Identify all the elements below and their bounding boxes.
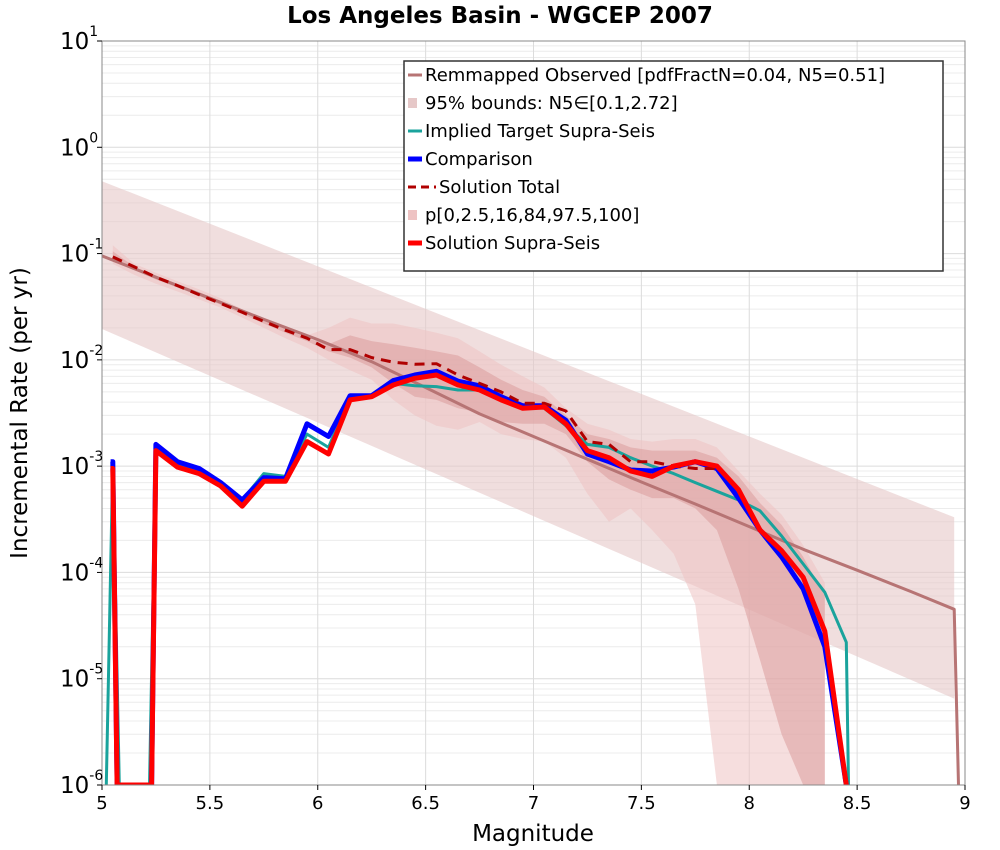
y-tick-label: 10-3 (60, 449, 103, 480)
legend-label: 95% bounds: N5∈[0.1,2.72] (425, 93, 678, 114)
x-tick-label: 6 (312, 793, 323, 814)
band-1 (112, 245, 825, 785)
x-tick-label: 6.5 (411, 793, 440, 814)
x-tick-label: 5.5 (196, 793, 225, 814)
series-line-0 (102, 254, 960, 785)
x-tick-label: 8.5 (843, 793, 872, 814)
bands-layer (102, 181, 955, 785)
legend-label: Remmapped Observed [pdfFractN=0.04, N5=0… (425, 65, 885, 86)
y-axis-label: Incremental Rate (per yr) (7, 267, 33, 559)
chart-title: Los Angeles Basin - WGCEP 2007 (287, 3, 713, 29)
y-tick-label: 10-4 (60, 555, 103, 586)
x-tick-label: 9 (959, 793, 970, 814)
legend-label: Comparison (425, 149, 533, 170)
y-axis: 101 100 10-1 10-2 10-3 10-4 10-5 10-6 (60, 24, 103, 799)
x-tick-label: 5 (96, 793, 107, 814)
legend-box (403, 60, 944, 272)
legend-label: p[0,2.5,16,84,97.5,100] (425, 205, 639, 226)
y-tick-label: 100 (60, 130, 98, 161)
legend-label: Implied Target Supra-Seis (425, 121, 655, 142)
y-tick-label: 101 (60, 24, 98, 55)
legend-swatch (408, 210, 417, 220)
legend-label: Solution Supra-Seis (425, 233, 600, 254)
legend: Remmapped Observed [pdfFractN=0.04, N5=0… (403, 60, 944, 272)
legend-swatch (408, 98, 417, 108)
x-axis-label: Magnitude (472, 821, 594, 847)
y-tick-label: 10-2 (60, 343, 103, 374)
legend-label: Solution Total (439, 177, 560, 198)
series-line-4 (110, 372, 849, 785)
x-tick-label: 8 (744, 793, 755, 814)
series-layer (102, 254, 960, 785)
x-axis: 5 5.5 6 6.5 7 7.5 8 8.5 9 (96, 785, 971, 814)
y-tick-label: 10-1 (60, 237, 103, 268)
x-tick-label: 7.5 (627, 793, 656, 814)
y-tick-label: 10-6 (60, 768, 103, 799)
x-tick-label: 7 (528, 793, 539, 814)
series-line-3 (112, 255, 717, 470)
y-tick-label: 10-5 (60, 662, 103, 693)
